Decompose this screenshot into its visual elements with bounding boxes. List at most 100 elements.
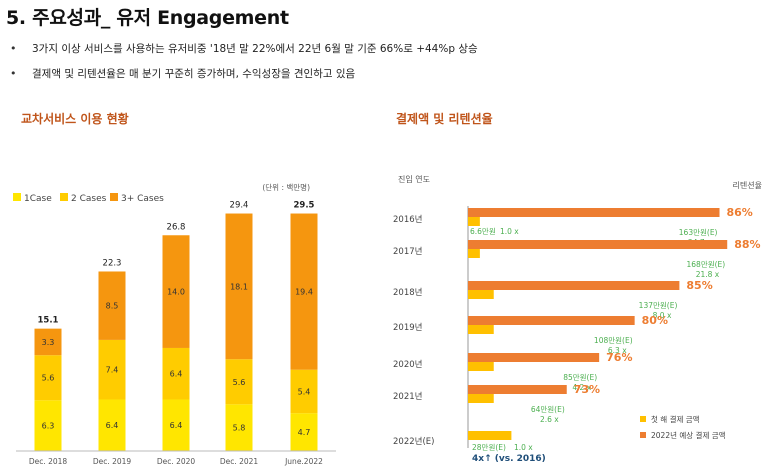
legend-label: 2 Cases <box>71 194 107 204</box>
row-label: 2016년 <box>393 214 422 225</box>
projected-payment-bar <box>468 385 567 394</box>
projected-payment-bar <box>468 281 680 290</box>
retention-label: 73% <box>574 383 600 396</box>
projected-value-label: 85만원(E) <box>563 373 597 382</box>
segment-value-label: 3.3 <box>42 338 55 347</box>
first-year-payment-bar <box>468 394 494 403</box>
bar-segment <box>34 355 62 401</box>
first-year-payment-bar <box>468 249 480 258</box>
bar-segment <box>98 271 126 340</box>
bar-segment <box>225 359 253 405</box>
projected-payment-bar <box>468 240 728 249</box>
projected-payment-bar <box>468 353 600 362</box>
legend-swatch <box>640 432 646 438</box>
x-tick-label: Dec. 2021 <box>220 457 259 466</box>
bar-segment <box>34 400 62 451</box>
row-label: 2022년(E) <box>393 436 434 447</box>
first-year-value-label: 6.6만원 <box>470 227 496 236</box>
first-year-payment-bar <box>468 431 512 440</box>
projected-value-label: 28만원(E) <box>472 443 506 452</box>
summary-bullets: 3가지 이상 서비스를 사용하는 유저비중 '18년 말 22%에서 22년 6… <box>10 42 478 92</box>
legend-swatch <box>13 193 21 201</box>
bar-segment <box>98 399 126 451</box>
retention-axis-title: 리텐션율 <box>733 180 762 190</box>
legend-swatch <box>110 193 118 201</box>
legend-label: 3+ Cases <box>121 194 164 204</box>
retention-label: 80% <box>642 314 668 327</box>
segment-value-label: 5.6 <box>42 374 55 383</box>
multiplier-label: 8.0 x <box>653 311 672 320</box>
row-label: 2020년 <box>393 359 422 370</box>
bar-segment <box>225 404 253 451</box>
segment-value-label: 5.8 <box>233 424 246 433</box>
segment-value-label: 18.1 <box>230 282 248 291</box>
segment-value-label: 4.7 <box>298 428 311 437</box>
total-label: 22.3 <box>103 258 122 268</box>
bar-segment <box>290 213 318 370</box>
total-label: 26.8 <box>167 222 186 232</box>
right-section-title: 결제액 및 리텐션율 <box>396 112 493 126</box>
page-title: 5. 주요성과_ 유저 Engagement <box>6 7 289 29</box>
bar-segment <box>225 213 253 360</box>
segment-value-label: 6.4 <box>106 421 119 430</box>
bar-segment <box>162 399 190 451</box>
retention-label: 76% <box>606 351 632 364</box>
bar-segment <box>290 413 318 451</box>
row-label: 2018년 <box>393 287 422 298</box>
multiplier-label: 6.3 x <box>608 346 627 355</box>
retention-label: 88% <box>734 238 760 251</box>
multiplier-label: 1.0 x <box>500 227 519 236</box>
projected-value-label: 168만원(E) <box>687 260 726 269</box>
projected-value-label: 163만원(E) <box>679 228 718 237</box>
segment-value-label: 6.4 <box>170 370 183 379</box>
legend-label: 2022년 예상 결제 금액 <box>651 430 726 440</box>
multiplier-label: 2.6 x <box>540 415 559 424</box>
projected-value-label: 137만원(E) <box>639 301 678 310</box>
multiplier-label: 4.2 x <box>572 383 591 392</box>
legend-label: 1Case <box>24 194 52 204</box>
multiplier-label: 21.8 x <box>696 270 720 279</box>
legend-swatch <box>60 193 68 201</box>
row-label: 2019년 <box>393 322 422 333</box>
total-label: 15.1 <box>38 316 59 326</box>
first-year-payment-bar <box>468 290 494 299</box>
projected-value-label: 108만원(E) <box>594 336 633 345</box>
bullet-item: 3가지 이상 서비스를 사용하는 유저비중 '18년 말 22%에서 22년 6… <box>10 42 478 67</box>
bullet-item: 결제액 및 리텐션율은 매 분기 꾸준히 증가하며, 수익성장을 견인하고 있음 <box>10 67 478 92</box>
segment-value-label: 7.4 <box>106 366 119 375</box>
left-section-title: 교차서비스 이용 현황 <box>21 112 129 126</box>
segment-value-label: 14.0 <box>167 288 185 297</box>
unit-note: (단위 : 백만명) <box>262 182 310 192</box>
x-tick-label: June.2022 <box>284 457 323 466</box>
retention-label: 85% <box>686 279 712 292</box>
segment-value-label: 19.4 <box>295 288 313 297</box>
retention-label: 86% <box>727 206 753 219</box>
multiplier-label: 1.0 x <box>514 443 533 452</box>
legend-label: 첫 해 결제 금액 <box>651 414 700 424</box>
bar-segment <box>98 339 126 400</box>
growth-note: 4x↑ (vs. 2016) <box>472 454 546 464</box>
segment-value-label: 8.5 <box>106 302 119 311</box>
first-year-payment-bar <box>468 325 494 334</box>
projected-payment-bar <box>468 208 720 217</box>
total-label: 29.5 <box>294 201 315 211</box>
segment-value-label: 6.4 <box>170 421 183 430</box>
x-tick-label: Dec. 2019 <box>93 457 132 466</box>
x-tick-label: Dec. 2020 <box>157 457 196 466</box>
projected-payment-bar <box>468 316 635 325</box>
row-label: 2021년 <box>393 391 422 402</box>
segment-value-label: 5.4 <box>298 387 311 396</box>
segment-value-label: 6.3 <box>42 422 55 431</box>
legend-swatch <box>640 416 646 422</box>
first-year-payment-bar <box>468 362 494 371</box>
first-year-payment-bar <box>468 217 480 226</box>
bar-segment <box>290 369 318 414</box>
x-tick-label: Dec. 2018 <box>29 457 68 466</box>
total-label: 29.4 <box>230 201 249 211</box>
row-label: 2017년 <box>393 246 422 257</box>
projected-value-label: 64만원(E) <box>531 405 565 414</box>
segment-value-label: 5.6 <box>233 378 246 387</box>
bar-segment <box>34 328 62 356</box>
